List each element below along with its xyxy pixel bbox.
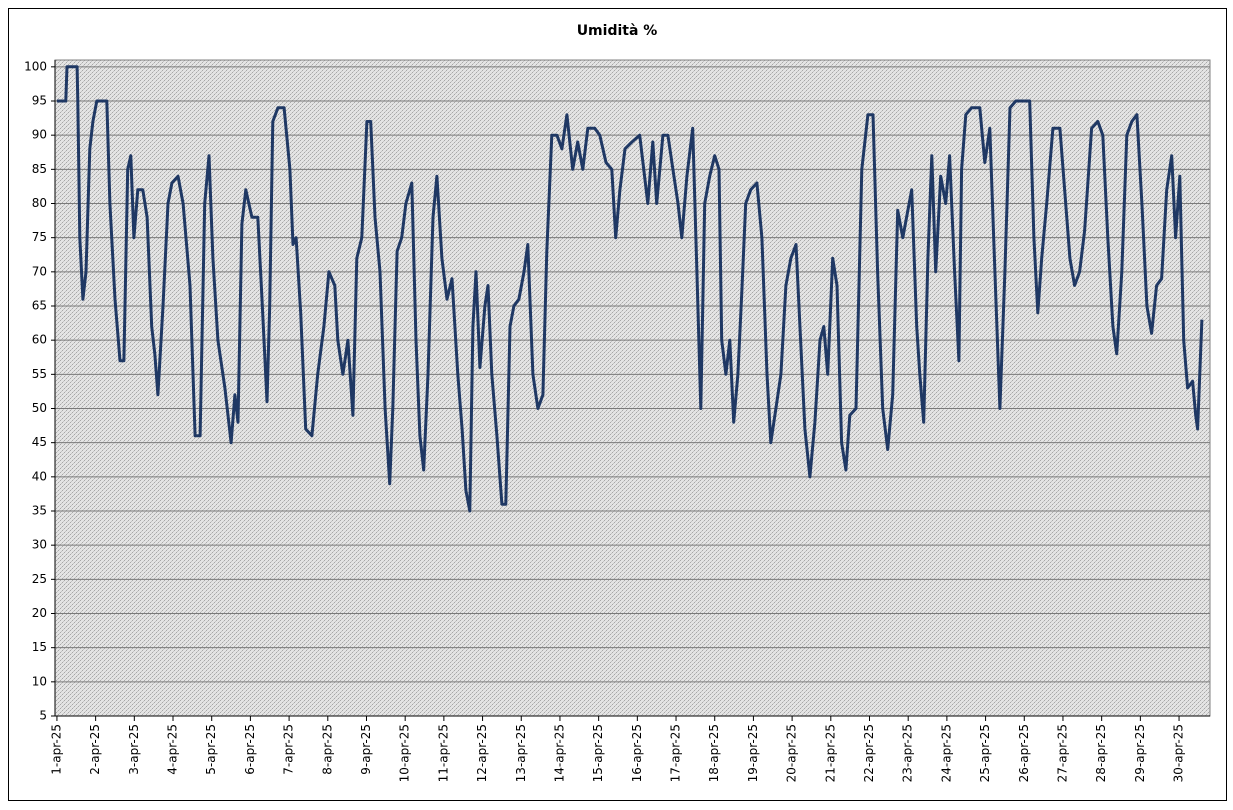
chart-title: Umidità %	[577, 23, 658, 39]
y-tick-label: 95	[32, 94, 47, 108]
x-tick-label: 24-apr-25	[939, 724, 953, 782]
x-tick-label: 15-apr-25	[591, 724, 605, 782]
y-tick-label: 40	[32, 469, 47, 483]
x-tick-label: 29-apr-25	[1133, 724, 1147, 782]
x-tick-label: 20-apr-25	[785, 724, 799, 782]
x-tick-label: 18-apr-25	[707, 724, 721, 782]
x-tick-label: 7-apr-25	[282, 724, 296, 775]
y-tick-label: 20	[32, 606, 47, 620]
x-tick-label: 22-apr-25	[862, 724, 876, 782]
y-tick-label: 85	[32, 162, 47, 176]
y-tick-label: 15	[32, 640, 47, 654]
y-tick-label: 65	[32, 299, 47, 313]
x-tick-label: 28-apr-25	[1094, 724, 1108, 782]
y-tick-label: 70	[32, 264, 47, 278]
y-tick-label: 5	[39, 709, 47, 723]
x-tick-label: 2-apr-25	[88, 724, 102, 775]
x-tick-label: 4-apr-25	[166, 724, 180, 775]
plot-area	[54, 59, 1211, 717]
y-tick-label: 75	[32, 230, 47, 244]
x-tick-label: 1-apr-25	[49, 724, 63, 775]
x-tick-label: 26-apr-25	[1017, 724, 1031, 782]
y-tick-label: 100	[24, 59, 47, 73]
x-tick-label: 10-apr-25	[398, 724, 412, 782]
x-tick-label: 21-apr-25	[823, 724, 837, 782]
x-tick-label: 5-apr-25	[204, 724, 218, 775]
x-tick-label: 14-apr-25	[552, 724, 566, 782]
x-tick-label: 11-apr-25	[436, 724, 450, 782]
x-tick-label: 3-apr-25	[127, 724, 141, 775]
y-tick-label: 35	[32, 504, 47, 518]
x-tick-label: 16-apr-25	[630, 724, 644, 782]
y-tick-label: 80	[32, 196, 47, 210]
y-tick-label: 25	[32, 572, 47, 586]
x-tick-label: 6-apr-25	[243, 724, 257, 775]
y-tick-label: 30	[32, 538, 47, 552]
x-tick-label: 19-apr-25	[746, 724, 760, 782]
y-tick-label: 55	[32, 367, 47, 381]
x-tick-label: 8-apr-25	[320, 724, 334, 775]
x-tick-label: 13-apr-25	[514, 724, 528, 782]
x-tick-label: 27-apr-25	[1055, 724, 1069, 782]
y-tick-label: 60	[32, 333, 47, 347]
y-tick-label: 45	[32, 435, 47, 449]
y-tick-label: 90	[32, 128, 47, 142]
x-tick-label: 23-apr-25	[901, 724, 915, 782]
x-tick-label: 9-apr-25	[359, 724, 373, 775]
y-tick-label: 50	[32, 401, 47, 415]
x-tick-label: 25-apr-25	[978, 724, 992, 782]
x-tick-label: 12-apr-25	[475, 724, 489, 782]
data-line	[56, 65, 1204, 513]
x-tick-label: 30-apr-25	[1172, 724, 1186, 782]
x-tick-label: 17-apr-25	[669, 724, 683, 782]
y-tick-label: 10	[32, 674, 47, 688]
